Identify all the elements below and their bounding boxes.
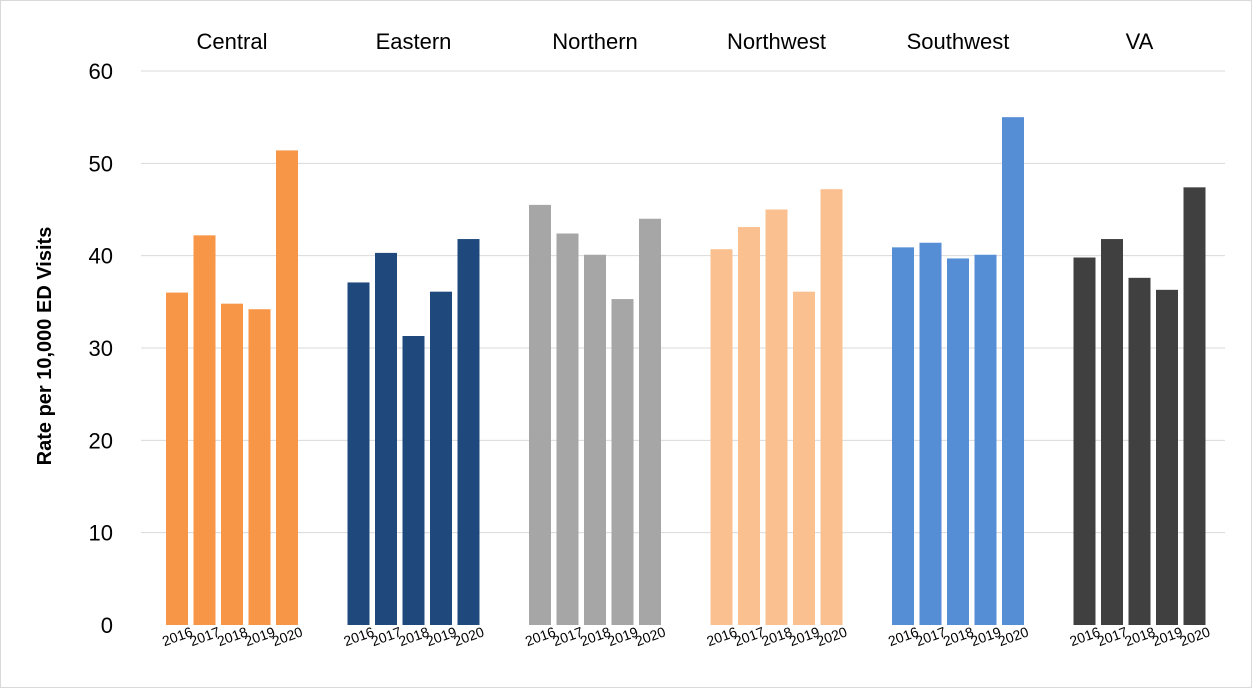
y-axis-title: Rate per 10,000 ED Visits [34, 227, 56, 466]
x-tick-label: 2020 [1177, 623, 1212, 649]
bar [402, 335, 425, 625]
bar [974, 254, 997, 625]
y-tick-label: 50 [89, 151, 113, 176]
x-tick-label: 2020 [996, 623, 1031, 649]
bar [347, 282, 370, 625]
bar [1073, 257, 1096, 625]
bar [430, 291, 452, 625]
bar [375, 252, 397, 625]
bar [710, 249, 733, 625]
bar [611, 299, 634, 625]
group-label: VA [1126, 29, 1154, 54]
bar [892, 247, 914, 625]
x-tick-label: 2020 [633, 623, 668, 649]
bar [1156, 289, 1178, 625]
bar [193, 235, 216, 625]
y-tick-label: 30 [89, 336, 113, 361]
bar [166, 292, 188, 625]
group-label: Northern [552, 29, 638, 54]
bar [584, 254, 606, 625]
bar [1183, 187, 1206, 625]
bar [1101, 239, 1123, 625]
bar [529, 204, 551, 625]
y-tick-label: 10 [89, 521, 113, 546]
y-tick-label: 0 [101, 613, 113, 638]
bar [221, 303, 243, 625]
bar [738, 227, 760, 625]
y-tick-label: 60 [89, 59, 113, 84]
gridlines [141, 70, 1225, 534]
group-label: Northwest [727, 29, 826, 54]
bar [947, 258, 969, 625]
bar [639, 218, 661, 625]
x-tick-label: 2020 [814, 623, 849, 649]
bar [1002, 117, 1024, 626]
bar [556, 233, 579, 626]
x-tick-label: 2020 [451, 623, 486, 649]
bar [1128, 277, 1151, 625]
bar [820, 189, 843, 626]
bar [457, 239, 480, 625]
y-axis-ticks: 0 10 20 30 40 50 60 [89, 59, 113, 638]
group-label: Eastern [376, 29, 452, 54]
bar [919, 242, 942, 626]
y-tick-label: 20 [89, 428, 113, 453]
x-tick-label: 2020 [270, 623, 305, 649]
group-label: Central [197, 29, 268, 54]
bar [248, 309, 271, 625]
group-labels: Central Eastern Northern Northwest Southwest… [197, 29, 1154, 54]
bar [276, 150, 298, 625]
group-label: Southwest [907, 29, 1010, 54]
bar [793, 291, 815, 625]
y-tick-label: 40 [89, 244, 113, 269]
bars [166, 117, 1206, 626]
bar [765, 209, 788, 625]
